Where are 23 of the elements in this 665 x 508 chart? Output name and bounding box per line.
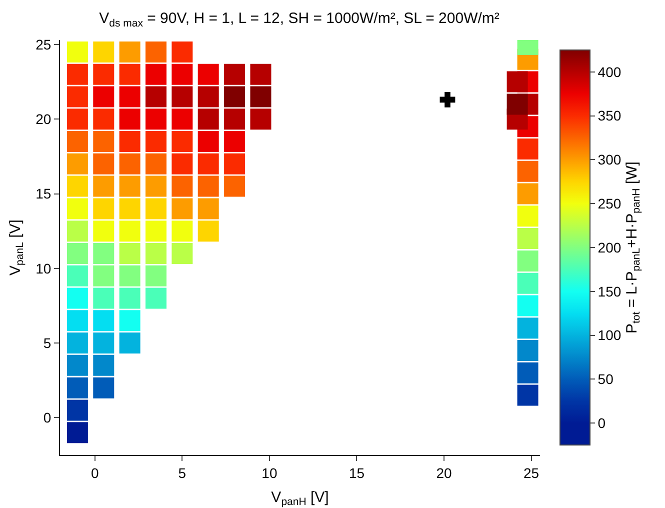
x-axis-title: V$_{panH}$ [V] bbox=[271, 488, 329, 508]
color-bar-label: 250 bbox=[598, 196, 622, 212]
color-bar-label: 200 bbox=[598, 239, 622, 256]
x-tick-label: 0 bbox=[91, 464, 100, 481]
color-bar-label: 400 bbox=[598, 64, 622, 80]
y-tick-label: 0 bbox=[43, 410, 52, 426]
y-tick-label: 15 bbox=[36, 186, 52, 202]
x-tick-label: 10 bbox=[262, 464, 278, 481]
color-bar-label: 300 bbox=[598, 152, 622, 168]
y-tick-label: 5 bbox=[43, 334, 52, 351]
x-tick-label: 5 bbox=[178, 464, 186, 481]
x-tick-label: 25 bbox=[523, 464, 540, 481]
x-tick-label: 20 bbox=[436, 464, 452, 481]
color-bar-label: 0 bbox=[598, 414, 606, 431]
y-tick-label: 10 bbox=[36, 260, 52, 276]
color-bar-label: 350 bbox=[598, 108, 622, 124]
y-tick-label: 20 bbox=[36, 111, 52, 128]
color-bar-label: 50 bbox=[598, 371, 614, 388]
y-tick-label: 25 bbox=[36, 36, 52, 52]
color-bar-label: 100 bbox=[598, 327, 622, 344]
x-tick-label: 15 bbox=[348, 464, 365, 481]
chart-title: V$_{ds max}$ = 90V, H = 1, L = 12, SH = 1000W/m², SL = 200W/m² bbox=[99, 10, 500, 30]
color-bar-label: 150 bbox=[598, 283, 622, 300]
